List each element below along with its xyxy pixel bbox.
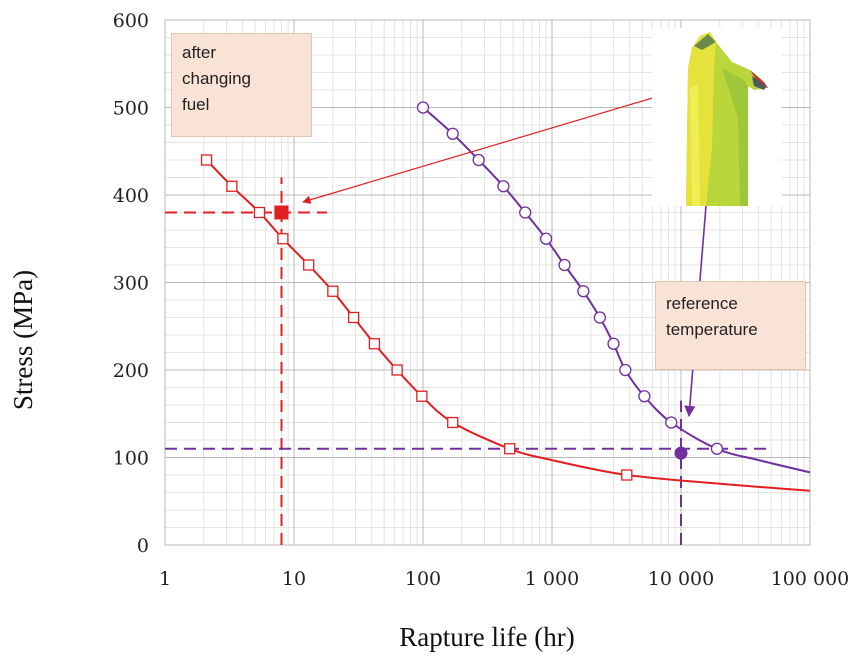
data-point-circle (497, 180, 510, 193)
annotation-line: reference (666, 294, 738, 313)
data-point-circle (710, 442, 724, 455)
annotation-after-changing-fuel: after changing fuel (171, 33, 312, 137)
annotation-line: fuel (182, 95, 210, 114)
data-point-circle (416, 101, 430, 114)
series-layer (200, 101, 811, 492)
y-tick-label: 600 (113, 10, 149, 32)
x-tick-label: 100 (405, 568, 441, 590)
annotation-line: changing (182, 69, 252, 88)
data-point-square (416, 390, 428, 402)
data-point-circle (577, 285, 590, 298)
y-tick-label: 100 (113, 448, 149, 470)
data-point-circle (472, 153, 485, 167)
y-tick-label: 300 (113, 273, 149, 295)
x-tick-label: 100 000 (771, 568, 850, 590)
data-point-circle (619, 363, 632, 377)
data-point-square (621, 469, 633, 481)
data-point-square (368, 338, 381, 350)
data-point-square (277, 233, 289, 245)
y-tick-label: 0 (137, 535, 149, 557)
y-tick-label: 500 (113, 98, 149, 120)
y-axis-title: Stress (MPa) (8, 270, 38, 410)
annotation-reference-temperature: reference temperature (655, 281, 806, 370)
y-tick-label: 200 (113, 360, 149, 382)
data-point-square (253, 206, 266, 219)
red-annotation-arrow (302, 79, 714, 204)
data-point-circle (519, 206, 532, 219)
x-tick-label: 1 (159, 568, 171, 590)
data-point-square (347, 311, 360, 324)
highlight-points (274, 205, 688, 460)
tick-labels: 0 100 200 300 400 500 600 1 10 100 1 000 10 000 100 … (113, 10, 850, 590)
series-line-2 (422, 106, 811, 474)
data-point-square (226, 180, 238, 192)
highlight-point-circle (674, 446, 688, 460)
data-point-circle (665, 416, 678, 429)
data-point-square (447, 416, 459, 429)
x-tick-label: 10 000 (648, 568, 714, 590)
data-point-square (303, 259, 315, 271)
x-axis-title: Rapture life (hr) (399, 622, 574, 652)
data-point-square (504, 443, 516, 455)
data-point-circle (638, 390, 651, 403)
data-point-circle (558, 258, 571, 272)
data-point-square (200, 154, 213, 166)
data-point-circle (607, 337, 620, 350)
data-point-circle (539, 232, 553, 245)
data-point-circle (446, 127, 459, 140)
turbine-blade-icon (652, 28, 782, 206)
annotation-line: after (182, 43, 217, 62)
data-point-square (327, 285, 339, 297)
data-point-square (391, 364, 403, 376)
y-tick-label: 400 (113, 185, 149, 207)
x-tick-label: 10 (282, 568, 306, 590)
highlight-point-square (274, 205, 289, 220)
data-point-circle (593, 311, 607, 324)
annotation-line: temperature (666, 320, 758, 339)
x-tick-label: 1 000 (525, 568, 579, 590)
